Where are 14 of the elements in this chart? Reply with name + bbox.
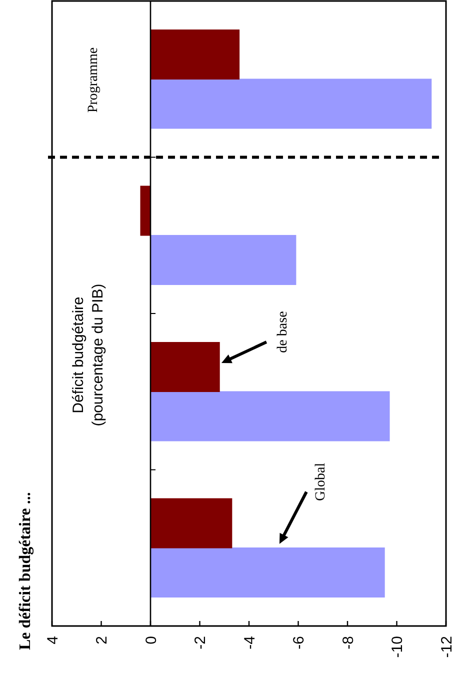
x-tick-label: 4 <box>44 636 62 644</box>
text: de base <box>275 311 290 353</box>
x-tick-label: 0 <box>142 636 160 644</box>
text: Global <box>313 462 328 501</box>
x-tick-label: -10 <box>389 636 406 658</box>
x-tick-label: -2 <box>192 636 209 650</box>
x-tick-label: 2 <box>94 636 110 644</box>
x-tick-label: -8 <box>340 636 357 650</box>
x-tick-label: -6 <box>290 636 308 650</box>
annotation: Programme <box>86 47 101 113</box>
text: Le déficit budgétaire ... <box>17 492 34 650</box>
x-tick-label: -4 <box>241 636 258 650</box>
x-tick-label: -12 <box>438 636 456 658</box>
annotation: Déficit budgétaire (pourcentage du PIB) <box>70 284 106 426</box>
